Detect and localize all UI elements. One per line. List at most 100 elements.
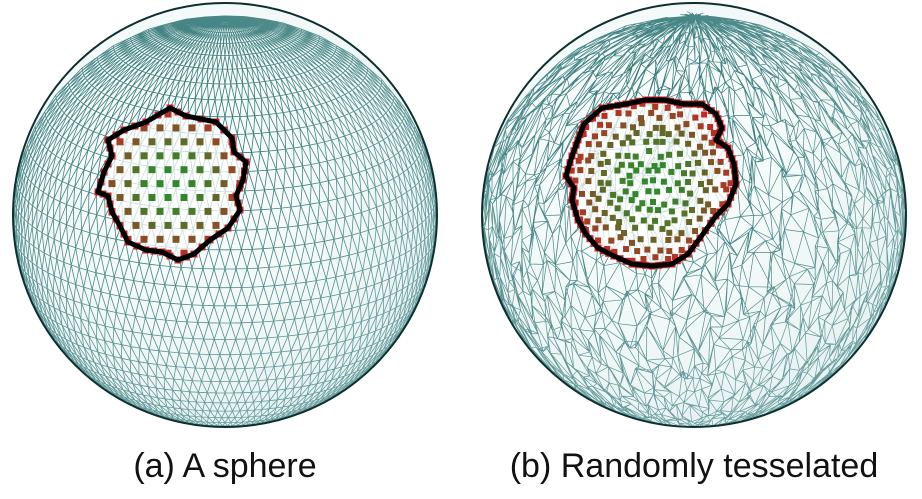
patch-node [671,217,678,224]
patch-node [180,138,188,146]
patch-node [681,210,688,217]
patch-node [584,218,591,225]
patch-node [687,190,694,197]
patch-node [623,246,630,252]
patch-node [622,188,629,195]
patch-node [588,168,595,174]
patch-node [655,207,661,214]
patch-node [674,124,681,131]
patch-node [572,177,579,184]
patch-node [610,191,617,198]
patch-node [674,236,681,243]
patch-node [132,221,140,229]
patch-node [686,237,692,244]
patch-node [615,152,622,159]
patch-node [671,254,678,260]
patch-node [592,133,598,140]
patch-node [660,178,667,185]
patch-node [124,180,132,188]
patch-node [659,138,666,145]
patch-node [572,199,579,206]
patch-node [220,152,228,160]
patch-node [706,179,713,186]
patch-node [637,161,644,168]
patch-node [212,138,220,146]
patch-node [220,180,228,188]
patch-node [589,191,596,197]
patch-node [615,224,622,231]
patch-node [228,166,236,174]
patch-node [632,224,639,231]
patch-node [597,121,604,128]
patch-node [689,207,695,213]
patch-node [654,188,661,195]
patch-node [585,178,592,185]
patch-node [604,159,611,165]
patch-node [597,160,604,167]
patch-node [605,180,612,187]
patch-node [620,122,627,129]
patch-node [602,224,609,231]
patch-node [164,110,172,118]
patch-node [605,122,612,129]
patch-node [579,190,585,197]
patch-node [700,207,707,214]
patch-node [140,235,148,243]
patch-node [595,217,602,224]
patch-node [148,194,156,201]
patch-node [108,180,116,188]
patch-node [608,237,615,244]
patch-node [651,163,658,169]
patch-node [615,110,622,116]
patch-node [629,239,635,246]
patch-node [692,114,699,121]
patch-node [156,207,164,215]
patch-node [156,235,164,243]
patch-node [607,199,614,206]
patch-node [164,166,172,174]
patch-node [643,138,650,145]
patch-node [212,166,220,174]
patch-node [654,167,661,174]
patch-node [657,153,664,160]
patch-node [599,186,606,193]
patch-node [196,166,204,174]
patch-node [689,170,696,177]
patch-node [698,181,704,187]
patch-node [710,149,716,156]
patch-node [204,124,212,132]
patch-node [601,112,608,119]
patch-node [678,186,685,193]
patch-node [568,167,575,174]
patch-node [648,110,655,116]
patch-node [595,237,602,244]
patch-node [612,133,619,140]
patch-node [172,207,180,215]
patch-node [124,152,132,160]
patch-node [723,186,730,193]
patch-a [94,104,250,264]
patch-node [116,166,124,174]
patch-node [664,220,671,227]
patch-node [640,217,647,224]
patch-node [617,196,624,203]
patch-node [188,124,196,132]
patch-node [595,195,602,202]
patch-node [677,111,684,118]
patch-node [607,142,614,148]
patch-node [697,197,704,204]
patch-node [685,161,692,167]
patch-node [652,217,658,224]
patch-node [678,130,685,137]
patch-node [727,180,734,187]
patch-node [204,207,212,215]
patch-node [707,124,714,130]
patch-node [626,172,633,179]
patch-node [172,152,180,160]
patch-node [204,152,212,160]
patch-node [580,131,587,137]
patch-node [686,219,693,225]
patch-node [659,130,666,137]
patch-node [638,120,645,127]
patch-node [220,207,228,215]
